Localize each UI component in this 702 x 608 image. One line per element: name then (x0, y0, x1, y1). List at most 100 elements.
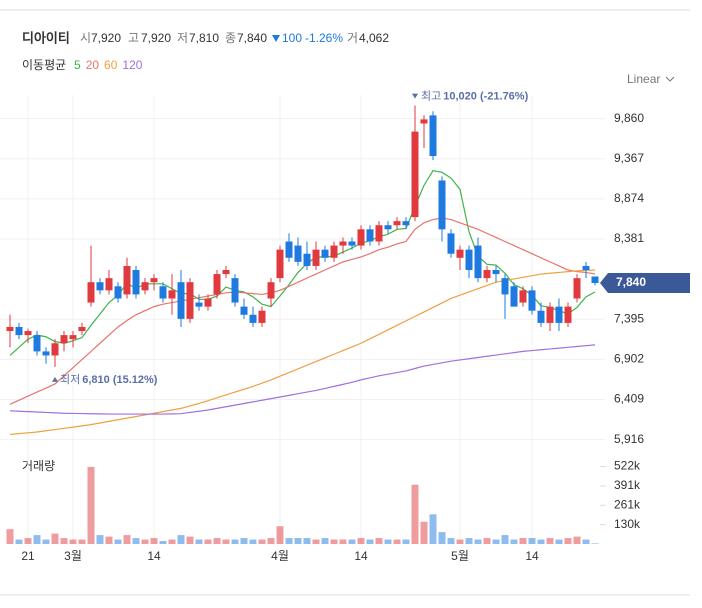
volume-tick-label: 391k (614, 478, 641, 492)
x-tick-label: 14 (354, 549, 368, 563)
ma-legend: 5 (74, 58, 81, 72)
volume-bar (231, 539, 239, 544)
volume-bar (582, 539, 590, 544)
volume-bar (276, 526, 284, 544)
candle-body (123, 265, 131, 295)
ma-line (9, 170, 596, 356)
candle-body (69, 335, 77, 340)
volume-label: 거 (347, 31, 358, 45)
x-tick-label: 3월 (64, 549, 82, 563)
volume-tick-label: 261k (614, 497, 641, 511)
candle-body (6, 326, 14, 332)
volume-bar (393, 539, 401, 544)
candle-body (393, 221, 401, 226)
candle-body (24, 331, 32, 336)
candle-body (465, 249, 473, 270)
ma-line (9, 269, 596, 436)
volume-bar (15, 539, 23, 544)
scale-select[interactable]: Linear (627, 72, 660, 86)
volume-bar (222, 539, 230, 544)
min-arrow (52, 376, 58, 382)
volume-bar (240, 538, 248, 544)
candle-body (168, 290, 176, 299)
volume-bar (105, 536, 113, 544)
volume-bar (402, 539, 410, 544)
candle-body (537, 310, 545, 323)
candle-body (222, 270, 230, 275)
close: 7,840 (237, 31, 267, 45)
volume-bar (384, 539, 392, 544)
candle-body (456, 249, 464, 258)
ma-label: 이동평균 (22, 58, 66, 72)
volume-bar (24, 538, 32, 544)
volume-bar (537, 539, 545, 544)
volume-bar (411, 484, 419, 544)
candle-body (321, 249, 329, 258)
volume-bar (348, 539, 356, 544)
volume-bar (438, 532, 446, 544)
high: 7,920 (141, 31, 171, 45)
candle-body (555, 306, 563, 323)
y-tick-label: 9,367 (614, 151, 644, 165)
volume-bar (447, 538, 455, 544)
candle-body (186, 282, 194, 319)
price-tag (600, 273, 690, 294)
candle-body (204, 298, 212, 307)
candle-body (258, 310, 266, 323)
x-tick-label: 5월 (451, 549, 469, 563)
chevron[interactable] (665, 76, 675, 82)
candle-body (339, 241, 347, 246)
min-text: 최저 (60, 373, 80, 386)
candle-body (312, 249, 320, 266)
volume-bar (60, 538, 68, 544)
volume-bar (78, 539, 86, 544)
candle-body (249, 314, 257, 323)
candle-body (87, 282, 95, 303)
ma-legend: 60 (104, 58, 118, 72)
volume-bar (483, 538, 491, 544)
candle-body (231, 278, 239, 303)
candle-body (447, 233, 455, 254)
change: 100 (282, 31, 302, 45)
candle-body (384, 225, 392, 230)
volume-bar (555, 539, 563, 544)
volume-title: 거래량 (22, 459, 55, 473)
candle-body (294, 245, 302, 262)
close-label: 종 (225, 31, 236, 45)
volume-bar (312, 539, 320, 544)
volume-bar (519, 538, 527, 544)
candle-body (276, 249, 284, 279)
x-tick-label: 21 (21, 549, 35, 563)
max-label: 10,020 (-21.76%) (443, 90, 528, 102)
candle-body (159, 286, 167, 299)
volume-bar (204, 539, 212, 544)
x-tick-label: 14 (147, 549, 161, 563)
candle-body (132, 270, 140, 295)
ma-legend: 20 (86, 58, 100, 72)
candle-body (60, 335, 68, 344)
volume-bar (285, 538, 293, 544)
volume-bar (339, 539, 347, 544)
volume-bar (321, 538, 329, 544)
candle-body (357, 229, 365, 246)
volume-bar (177, 535, 185, 544)
low-label: 저 (177, 31, 188, 45)
candle-body (366, 229, 374, 242)
candle-body (492, 270, 500, 275)
volume-bar (6, 529, 14, 544)
volume-bar (267, 538, 275, 544)
candle-body (15, 326, 23, 336)
candle-body (303, 253, 311, 266)
y-tick-label: 9,860 (614, 111, 644, 125)
volume-tick-label: 522k (614, 459, 641, 473)
candle-body (78, 326, 86, 332)
candle-body (348, 241, 356, 246)
candle-body (375, 225, 383, 242)
candle-body (213, 274, 221, 295)
min-label: 6,810 (15.12%) (82, 374, 158, 386)
stock-name: 디아이티 (22, 30, 70, 45)
volume: 4,062 (359, 31, 389, 45)
y-tick-label: 8,874 (614, 191, 644, 205)
volume-bar (42, 539, 50, 544)
y-tick-label: 6,902 (614, 352, 644, 366)
